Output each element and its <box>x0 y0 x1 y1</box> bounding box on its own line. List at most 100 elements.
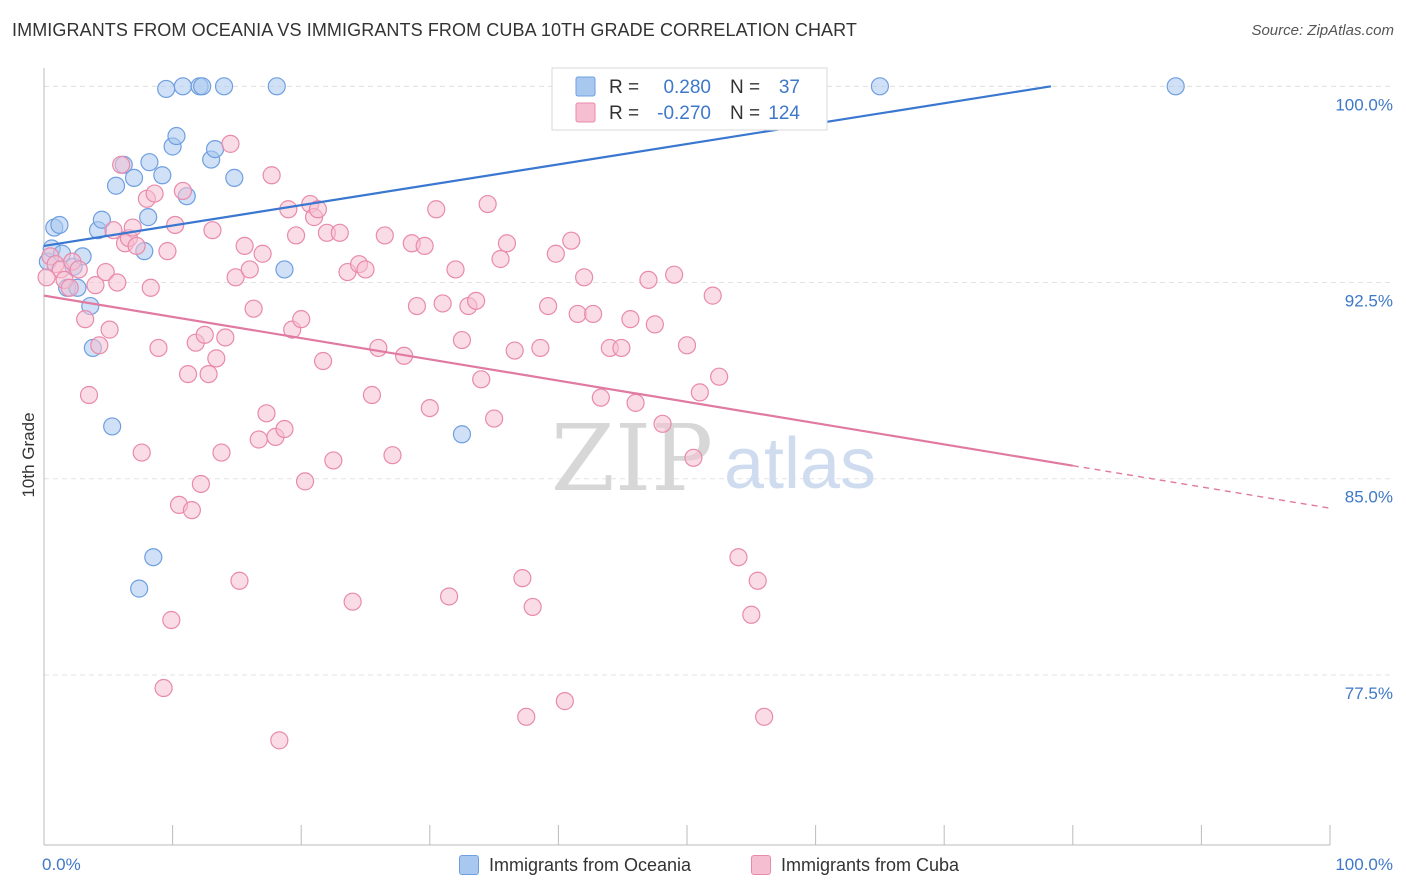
data-point-cuba <box>292 310 311 329</box>
data-point-cuba <box>446 260 465 279</box>
trend-line-extension-cuba <box>1072 464 1331 509</box>
data-point-cuba <box>584 304 603 324</box>
data-point-cuba <box>356 260 375 279</box>
legend-box-frame <box>551 67 828 131</box>
legend-item-cuba[interactable]: Immigrants from Cuba <box>751 850 959 880</box>
data-point-cuba <box>249 430 268 449</box>
data-point-oceania <box>130 579 149 598</box>
data-point-cuba <box>491 249 510 269</box>
data-point-cuba <box>244 299 263 318</box>
data-point-cuba <box>199 364 218 384</box>
data-point-cuba <box>235 236 254 255</box>
legend-label-cuba: Immigrants from Cuba <box>781 854 960 875</box>
data-point-cuba <box>427 200 446 219</box>
legend-swatch-cuba <box>575 102 596 123</box>
legend-r-label-oceania: R = <box>609 77 639 98</box>
data-point-cuba <box>69 260 88 279</box>
data-point-cuba <box>546 244 565 263</box>
watermark-atlas: atlas <box>724 424 876 504</box>
data-point-cuba <box>612 338 631 358</box>
y-axis-label: 10th Grade <box>19 412 38 497</box>
legend-swatch-oceania <box>575 76 596 97</box>
data-point-cuba <box>343 592 362 611</box>
x-tick-label-max: 100.0% <box>1335 855 1393 874</box>
data-point-cuba <box>562 231 581 250</box>
data-point-cuba <box>158 242 177 261</box>
y-tick-label: 85.0% <box>1345 488 1393 507</box>
data-point-cuba <box>452 330 472 350</box>
data-point-cuba <box>37 268 56 287</box>
legend-r-value-cuba: -0.270 <box>657 103 711 124</box>
data-point-oceania <box>173 77 192 96</box>
data-point-cuba <box>653 414 672 433</box>
data-point-oceania <box>214 77 234 96</box>
y-tick-label: 100.0% <box>1335 95 1393 114</box>
data-point-cuba <box>684 448 703 467</box>
data-point-cuba <box>178 364 198 384</box>
data-point-cuba <box>626 393 645 412</box>
data-point-oceania <box>870 77 890 96</box>
data-point-cuba <box>575 268 594 287</box>
data-point-cuba <box>145 184 164 203</box>
data-point-cuba <box>79 385 99 405</box>
data-point-cuba <box>270 731 289 750</box>
data-point-oceania <box>92 210 111 229</box>
axes-layer: 100.0% 92.5% 85.0% 77.5% 0.0% 100.0% <box>42 68 1393 874</box>
trend-line-oceania <box>43 85 1052 247</box>
data-point-cuba <box>308 200 328 219</box>
points-layer <box>37 77 1185 750</box>
data-point-cuba <box>313 351 333 371</box>
data-point-cuba <box>472 370 491 389</box>
data-point-cuba <box>362 385 382 405</box>
legend-item-oceania[interactable]: Immigrants from Oceania <box>459 850 691 880</box>
data-point-cuba <box>420 399 439 418</box>
data-point-cuba <box>60 278 79 297</box>
data-point-cuba <box>221 134 240 153</box>
data-point-cuba <box>257 404 276 423</box>
chart-source: Source: ZipAtlas.com <box>1251 22 1394 39</box>
data-point-cuba <box>253 244 272 263</box>
data-point-cuba <box>330 223 349 242</box>
data-point-cuba <box>485 409 504 428</box>
data-point-oceania <box>205 140 225 159</box>
data-point-cuba <box>665 265 684 284</box>
data-point-cuba <box>729 548 748 567</box>
data-point-cuba <box>279 200 298 219</box>
data-point-cuba <box>127 236 146 255</box>
legend-swatch-cuba-bottom <box>751 855 771 875</box>
data-point-cuba <box>742 605 761 624</box>
data-point-cuba <box>275 419 294 439</box>
data-point-oceania <box>124 168 144 187</box>
data-point-cuba <box>407 296 427 316</box>
data-point-oceania <box>139 208 158 227</box>
data-point-oceania <box>267 77 286 96</box>
data-point-oceania <box>1166 77 1185 96</box>
data-point-oceania <box>225 168 244 187</box>
data-point-cuba <box>182 501 201 520</box>
data-point-cuba <box>108 273 127 292</box>
legend-r-value-oceania: 0.280 <box>663 77 711 98</box>
data-point-oceania <box>452 425 472 444</box>
data-point-oceania <box>275 260 294 279</box>
data-point-cuba <box>207 349 226 368</box>
data-point-cuba <box>415 236 434 255</box>
legend-r-label-cuba: R = <box>609 103 639 124</box>
data-point-cuba <box>748 571 767 590</box>
data-point-cuba <box>439 587 459 606</box>
data-point-cuba <box>710 367 729 386</box>
x-tick-label-min: 0.0% <box>42 855 81 874</box>
data-point-cuba <box>755 707 774 726</box>
data-point-cuba <box>86 276 105 295</box>
data-point-cuba <box>621 310 640 329</box>
data-point-oceania <box>153 166 172 185</box>
legend-label-oceania: Immigrants from Oceania <box>489 854 692 875</box>
data-point-cuba <box>478 194 497 214</box>
chart-title: IMMIGRANTS FROM OCEANIA VS IMMIGRANTS FR… <box>12 20 858 40</box>
data-point-cuba <box>286 226 306 245</box>
data-point-cuba <box>466 291 486 310</box>
legend-box: R = 0.280 N = 37 R = -0.270 N = 124 <box>551 67 828 131</box>
data-point-cuba <box>369 338 388 358</box>
data-point-cuba <box>76 310 95 329</box>
data-point-cuba <box>505 341 524 360</box>
data-point-oceania <box>157 79 176 99</box>
